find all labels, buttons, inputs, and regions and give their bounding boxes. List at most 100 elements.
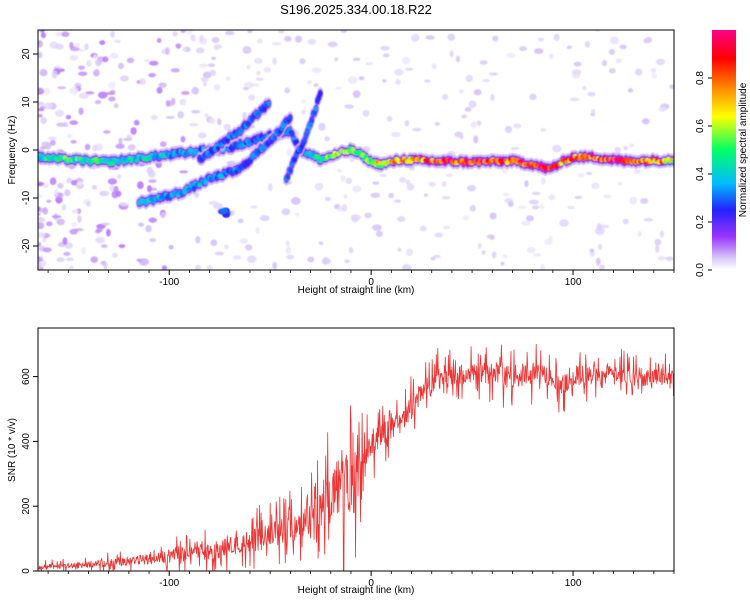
spectrogram-speckle	[263, 66, 271, 73]
spectrogram-speckle	[506, 52, 516, 59]
spectrogram-speckle	[501, 254, 508, 258]
spectrogram-speckle	[41, 141, 50, 148]
spectrogram-speckle	[137, 181, 144, 190]
spectrogram-speckle	[347, 76, 358, 84]
spectrogram-speckle	[38, 193, 43, 199]
spectrogram-speckle	[40, 30, 45, 33]
spectrogram-speckle	[428, 181, 436, 187]
spectrogram-speckle	[244, 244, 253, 251]
spectrogram-speckle	[327, 41, 338, 48]
spectrogram-speckle	[587, 92, 596, 97]
spectrogram-speckle	[352, 185, 362, 193]
spectrogram-speckle	[172, 31, 178, 37]
spectrogram-speckle	[402, 264, 412, 270]
spectrogram-speckle	[69, 228, 78, 235]
spectrogram-speckle	[69, 86, 79, 95]
spectrogram-speckle	[411, 33, 420, 42]
spectrogram-speckle	[147, 185, 152, 193]
spectrogram-ridge-cell	[302, 137, 307, 143]
spectrogram-speckle	[51, 70, 58, 79]
spectrogram-speckle	[314, 182, 324, 191]
spectrogram-speckle	[133, 119, 140, 126]
spectrogram-speckle	[525, 215, 534, 222]
spectrogram-speckle	[446, 173, 454, 178]
spectrogram-speckle	[38, 108, 45, 112]
spectrogram-speckle	[38, 241, 42, 247]
spectrogram-speckle	[46, 199, 52, 203]
spectrogram-speckle	[254, 57, 263, 64]
spectrogram-speckle	[473, 135, 479, 144]
spectrogram-speckle	[600, 224, 609, 229]
spectrogram-ridge-cell	[318, 91, 323, 97]
spectrogram-speckle	[294, 35, 302, 43]
spectrogram-speckle	[165, 115, 175, 120]
spectrogram-speckle	[69, 120, 79, 126]
spectrogram-speckle	[603, 194, 612, 199]
spectrogram-speckle	[458, 89, 465, 94]
spectrogram-speckle	[375, 230, 383, 237]
spectrogram-speckle	[348, 247, 354, 254]
spectrogram-speckle	[84, 43, 89, 51]
spectrogram-ridge-cell	[671, 158, 674, 164]
spectrogram-speckle	[553, 33, 560, 42]
spectrogram-speckle	[643, 37, 650, 44]
spectrogram-speckle	[127, 144, 136, 151]
spectrogram-speckle	[470, 121, 477, 128]
spectrogram-speckle	[148, 73, 157, 78]
snr-y-label: SNR (10 * v/v)	[7, 418, 18, 482]
snr-y-tick-label: 400	[21, 433, 32, 450]
spectrogram-ridge-cell	[292, 156, 298, 162]
spectrogram-speckle	[449, 50, 454, 58]
spectrogram-speckle	[524, 180, 529, 188]
spectrogram-speckle	[69, 54, 79, 61]
spectrogram-speckle	[148, 60, 159, 66]
spectrogram-ridge-cell	[191, 185, 197, 191]
spectrogram-speckle	[590, 112, 596, 117]
spectrogram-speckle	[139, 78, 146, 85]
spectrogram-speckle	[38, 222, 45, 230]
spectrogram-speckle	[138, 222, 144, 227]
spectrogram-speckle	[365, 61, 374, 66]
spectrogram-speckle	[189, 122, 199, 127]
spectrogram-speckle	[382, 53, 390, 58]
spectrogram-speckle	[364, 212, 372, 219]
spectrogram-speckle	[372, 224, 382, 231]
spectrogram-speckle	[395, 79, 401, 85]
spectrogram-speckle	[531, 205, 540, 210]
spectrogram-speckle	[619, 44, 627, 50]
spectrogram-speckle	[531, 191, 541, 196]
spectrogram-speckle	[585, 171, 593, 176]
spectrogram-speckle	[358, 76, 365, 81]
spectrogram-speckle	[95, 236, 105, 244]
spectrogram-speckle	[66, 133, 73, 139]
spectrogram-speckle	[160, 141, 167, 148]
spectrogram-speckle	[145, 224, 152, 233]
spectrogram-speckle	[185, 30, 193, 35]
spectrogram-speckle	[342, 203, 347, 212]
spectrogram-speckle	[307, 80, 312, 85]
spectrogram-speckle	[627, 88, 633, 93]
spectrogram-speckle	[191, 109, 201, 114]
spectrogram-speckle	[324, 136, 330, 142]
spectrogram-speckle	[114, 39, 121, 44]
spectrogram-speckle	[213, 84, 221, 91]
spectrogram-speckle	[548, 194, 556, 201]
spectrogram-speckle	[641, 118, 650, 125]
spectrogram-speckle	[510, 146, 520, 151]
spectrogram-speckle	[394, 68, 404, 76]
spectrogram-speckle	[340, 174, 346, 182]
spectrogram-speckle	[118, 62, 125, 70]
spectrogram-speckle	[665, 256, 674, 261]
spectrogram-speckle	[434, 121, 441, 126]
spectrogram-speckle	[38, 212, 41, 217]
spectrogram-speckle	[307, 38, 317, 45]
snr-frame	[37, 327, 675, 572]
spectrogram-speckle	[57, 182, 64, 189]
spectrogram-speckle	[109, 89, 116, 95]
spectrogram-speckle	[601, 59, 607, 67]
spectrogram-speckle	[489, 212, 497, 220]
spectrogram-speckle	[38, 216, 45, 223]
spectrogram-speckle	[518, 46, 528, 52]
